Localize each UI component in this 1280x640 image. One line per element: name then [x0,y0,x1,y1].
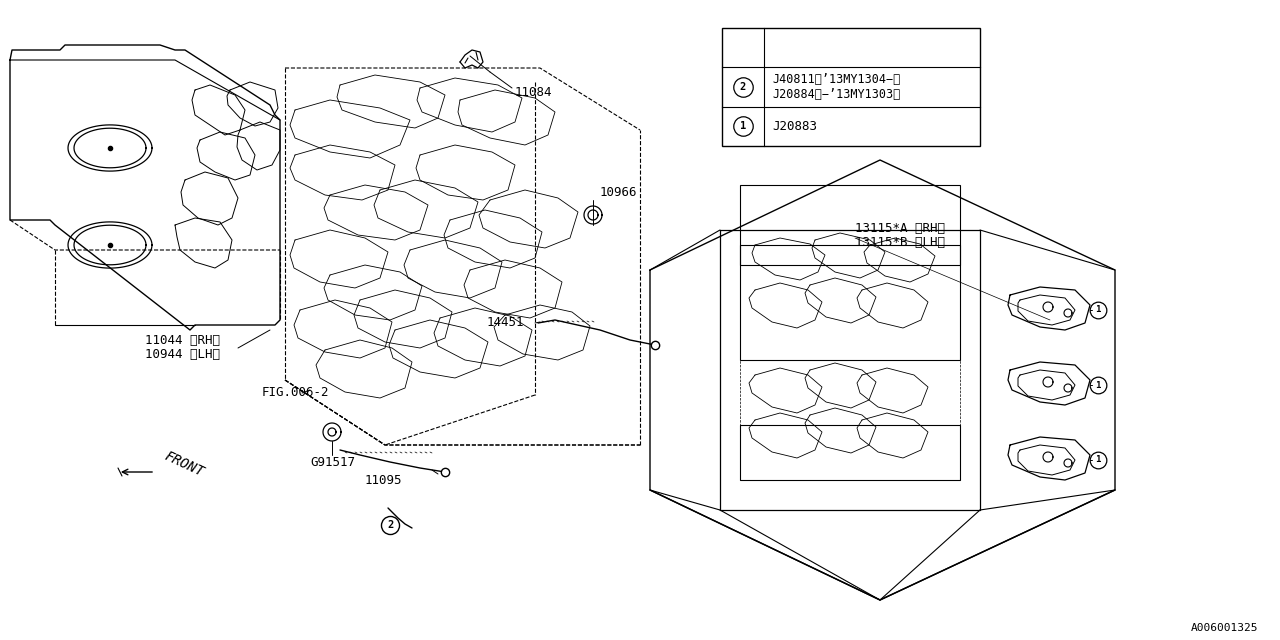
Text: 10966: 10966 [600,186,637,198]
Text: 11044 〈RH〉: 11044 〈RH〉 [145,333,220,346]
Text: 13115*B 〈LH〉: 13115*B 〈LH〉 [855,237,945,250]
Text: FRONT: FRONT [163,449,206,479]
Text: G91517: G91517 [310,456,355,468]
Text: 2: 2 [740,82,746,92]
Bar [740,425,960,480]
Text: 14451: 14451 [486,317,525,330]
Bar [722,28,980,146]
Text: 13115*A 〈RH〉: 13115*A 〈RH〉 [855,221,945,234]
Bar [740,245,960,360]
Text: J20884（−’13MY1303）: J20884（−’13MY1303） [772,88,900,101]
Bar [740,185,960,265]
Text: 11084: 11084 [515,86,553,99]
Text: 1: 1 [1096,381,1101,390]
Text: 11095: 11095 [365,474,402,486]
Text: 1: 1 [1096,305,1101,314]
Text: J40811（’13MY1304−）: J40811（’13MY1304−） [772,72,900,86]
Text: FIG.006-2: FIG.006-2 [262,387,329,399]
Text: 2: 2 [387,520,393,530]
Text: J20883: J20883 [772,120,817,133]
Text: 10944 〈LH〉: 10944 〈LH〉 [145,349,220,362]
Text: 1: 1 [740,122,746,131]
Text: 1: 1 [1096,456,1101,465]
Text: A006001325: A006001325 [1190,623,1258,633]
